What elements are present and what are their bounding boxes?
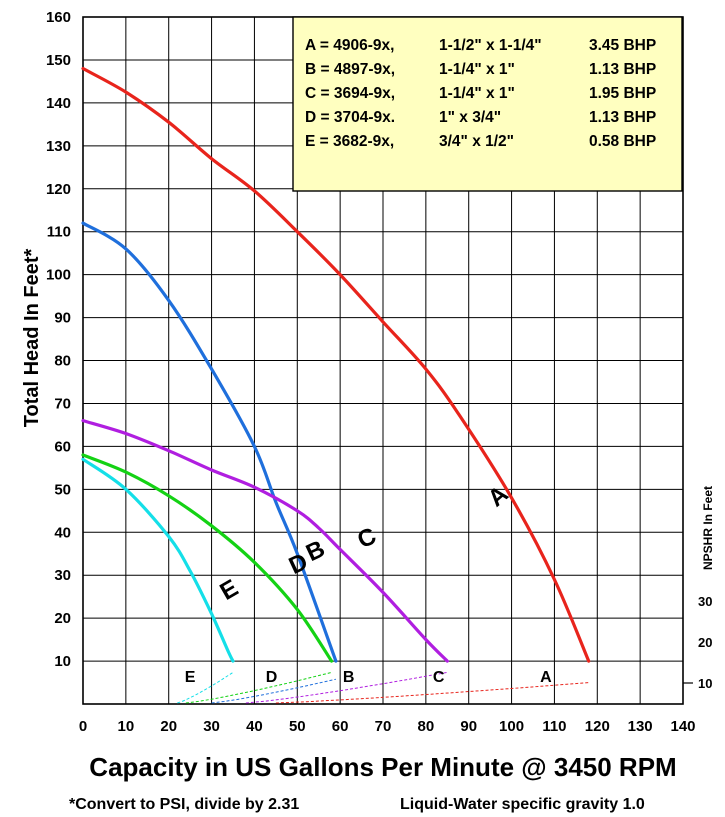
y-tick-label: 70 xyxy=(54,395,71,412)
y-tick-label: 120 xyxy=(46,181,71,198)
npshr-label-c: C xyxy=(433,669,445,686)
legend-box xyxy=(292,16,683,192)
npshr-label-b: B xyxy=(343,669,355,686)
npshr-curve-b xyxy=(211,678,337,704)
curve-label-c: C xyxy=(353,522,380,554)
x-tick-label: 30 xyxy=(203,718,220,735)
x-axis-ticks: 0 10 20 30 40 50 60 70 80 90 100 110 120 130 140 xyxy=(79,718,696,735)
legend-key: A = 4906-9x, xyxy=(305,37,394,54)
y-tick-label: 110 xyxy=(47,224,71,241)
npshr-curve-a xyxy=(275,682,589,704)
legend-size: 3/4" x 1/2" xyxy=(439,133,514,150)
curve-label-a: A xyxy=(483,481,514,513)
legend-key: D = 3704-9x. xyxy=(305,109,395,126)
x-tick-label: 0 xyxy=(79,718,87,735)
x-tick-label: 20 xyxy=(160,718,177,735)
legend-bhp: 1.95 BHP xyxy=(589,85,656,102)
x-tick-label: 70 xyxy=(375,718,392,735)
x-tick-label: 60 xyxy=(332,718,349,735)
pump-curves xyxy=(81,66,591,663)
x-tick-label: 80 xyxy=(418,718,435,735)
y-axis-label: Total Head In Feet* xyxy=(21,249,43,428)
x-tick-label: 40 xyxy=(246,718,263,735)
npshr-curve-d xyxy=(185,671,332,704)
npshr-curve-e xyxy=(177,671,234,704)
curve-label-e: E xyxy=(216,574,243,605)
curve-a xyxy=(81,66,591,663)
npshr-tick-label: 30 xyxy=(698,594,712,609)
y-tick-label: 80 xyxy=(54,353,71,370)
legend-key: E = 3682-9x, xyxy=(305,133,394,150)
curve-e xyxy=(81,457,235,663)
legend-key: B = 4897-9x, xyxy=(305,61,395,78)
x-axis-label: Capacity in US Gallons Per Minute @ 3450… xyxy=(89,752,676,782)
x-tick-label: 100 xyxy=(499,718,524,735)
npshr-axis: 10 20 30 xyxy=(683,594,712,691)
legend: A = 4906-9x, 1-1/2" x 1-1/4" 3.45 BHP B = 4… xyxy=(292,16,683,192)
y-tick-label: 60 xyxy=(54,438,71,455)
legend-key: C = 3694-9x, xyxy=(305,85,395,102)
npshr-curves xyxy=(177,671,589,704)
x-tick-label: 140 xyxy=(670,718,695,735)
y-tick-label: 10 xyxy=(54,653,71,670)
curve-c xyxy=(81,419,449,663)
y-tick-label: 90 xyxy=(54,310,71,327)
y-tick-label: 30 xyxy=(54,567,71,584)
x-tick-label: 130 xyxy=(628,718,653,735)
npshr-curve-c xyxy=(245,671,448,704)
legend-size: 1-1/4" x 1" xyxy=(439,61,515,78)
npshr-tick-label: 20 xyxy=(698,635,712,650)
y-tick-label: 160 xyxy=(46,9,71,26)
npshr-tick-label: 10 xyxy=(698,676,712,691)
curve-d xyxy=(81,453,334,663)
y-tick-label: 100 xyxy=(46,267,71,284)
legend-bhp: 1.13 BHP xyxy=(589,109,656,126)
x-tick-label: 10 xyxy=(118,718,135,735)
psi-note: *Convert to PSI, divide by 2.31 xyxy=(69,796,299,813)
x-tick-label: 110 xyxy=(542,718,566,735)
y-tick-label: 150 xyxy=(46,52,71,69)
y-tick-label: 140 xyxy=(46,95,71,112)
x-tick-label: 90 xyxy=(460,718,477,735)
y-tick-label: 130 xyxy=(46,138,71,155)
legend-bhp: 0.58 BHP xyxy=(589,133,656,150)
specific-gravity-note: Liquid-Water specific gravity 1.0 xyxy=(400,796,645,813)
npshr-label-e: E xyxy=(185,669,196,686)
y-tick-label: 20 xyxy=(54,610,71,627)
y-tick-label: 40 xyxy=(54,524,71,541)
curve-b xyxy=(81,221,338,663)
x-tick-label: 50 xyxy=(289,718,306,735)
y-tick-label: 50 xyxy=(54,481,71,498)
y-axis-ticks: 10 20 30 40 50 60 70 80 90 100 110 120 130 140 150 160 xyxy=(46,9,71,670)
legend-size: 1-1/2" x 1-1/4" xyxy=(439,37,542,54)
legend-bhp: 1.13 BHP xyxy=(589,61,656,78)
npshr-axis-label: NPSHR In Feet xyxy=(701,486,715,570)
legend-size: 1-1/4" x 1" xyxy=(439,85,515,102)
npshr-label-a: A xyxy=(540,669,552,686)
legend-bhp: 3.45 BHP xyxy=(589,37,656,54)
legend-size: 1" x 3/4" xyxy=(439,109,501,126)
npshr-label-d: D xyxy=(266,669,278,686)
x-tick-label: 120 xyxy=(585,718,610,735)
